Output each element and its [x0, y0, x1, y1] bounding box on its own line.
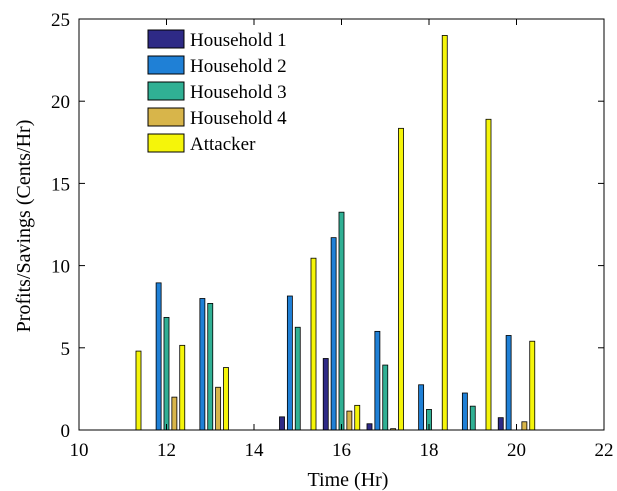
bar — [485, 118, 492, 431]
y-tick-label: 0 — [61, 421, 71, 442]
legend-label: Household 2 — [190, 56, 287, 77]
legend-label: Attacker — [190, 134, 256, 155]
legend-swatch — [147, 133, 185, 153]
bar — [366, 423, 373, 431]
x-tick-label: 14 — [245, 440, 265, 461]
bar — [330, 237, 337, 431]
ticks-layer: 10 12 14 16 18 20 22 0 5 10 15 20 25 — [51, 10, 614, 461]
legend-label: Household 3 — [190, 82, 287, 103]
bar — [310, 257, 317, 431]
y-tick-label: 15 — [51, 174, 70, 195]
bar — [155, 282, 162, 431]
bar — [215, 386, 222, 431]
x-axis-label: Time (Hr) — [308, 469, 389, 491]
bar — [505, 335, 512, 431]
bar — [441, 35, 448, 431]
bar — [163, 316, 170, 431]
bar — [346, 410, 353, 431]
legend-swatch — [147, 107, 185, 127]
bar — [354, 404, 361, 431]
bar — [382, 364, 389, 431]
bar — [418, 384, 425, 431]
bar — [469, 405, 476, 431]
bar — [322, 358, 329, 431]
y-axis-label: Profits/Savings (Cents/Hr) — [13, 120, 35, 333]
bar — [529, 340, 536, 431]
legend-swatch — [147, 55, 185, 75]
bar — [286, 295, 293, 431]
bar — [179, 344, 186, 431]
bar — [207, 303, 214, 431]
x-tick-label: 10 — [70, 440, 89, 461]
legend: Household 1 Household 2 Household 3 Househo… — [147, 29, 287, 155]
bar — [294, 326, 301, 431]
bars-layer — [135, 35, 536, 431]
series-household-3 — [163, 211, 476, 431]
y-tick-label: 5 — [61, 339, 71, 360]
bar — [223, 367, 229, 431]
x-tick-label: 16 — [332, 440, 351, 461]
y-tick-label: 25 — [51, 10, 70, 31]
bar — [521, 421, 528, 431]
x-tick-label: 18 — [420, 440, 439, 461]
bar — [135, 350, 142, 431]
legend-label: Household 4 — [190, 108, 287, 129]
bar — [461, 392, 468, 431]
x-tick-label: 12 — [157, 440, 176, 461]
bar — [497, 417, 504, 431]
y-tick-label: 10 — [51, 257, 70, 278]
legend-label: Household 1 — [190, 30, 287, 51]
x-tick-label: 20 — [507, 440, 526, 461]
bar — [398, 127, 404, 431]
bar — [279, 416, 285, 431]
legend-swatch — [147, 81, 185, 101]
bar — [338, 211, 345, 431]
bar — [374, 330, 381, 431]
series-household-2 — [155, 237, 512, 431]
legend-swatch — [147, 29, 185, 49]
x-tick-label: 22 — [595, 440, 614, 461]
y-tick-label: 20 — [51, 92, 70, 113]
bar — [171, 396, 178, 431]
series-attacker — [135, 35, 536, 431]
bar — [199, 298, 206, 431]
